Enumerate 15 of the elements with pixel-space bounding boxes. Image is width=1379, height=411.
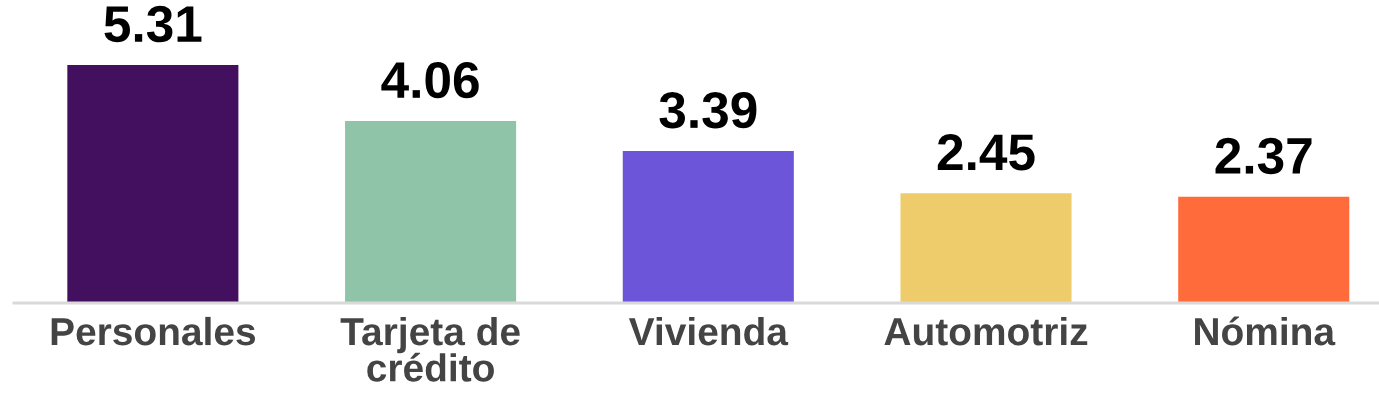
bar [1178,196,1350,303]
bar [67,64,239,303]
data-label: 4.06 [381,61,479,99]
bar [345,120,517,303]
x-tick-label: Tarjeta de crédito [340,316,520,382]
data-label: 2.45 [937,134,1035,171]
x-tick-label: Vivienda [628,316,789,346]
data-label: 3.39 [659,91,757,129]
x-tick-label: Nómina [1195,316,1336,346]
data-label: 5.31 [104,5,202,43]
bar [900,193,1072,303]
x-tick-label: Personales [51,316,256,346]
data-label: 2.37 [1215,137,1312,175]
x-tick-label: Automotriz [884,316,1088,346]
bar [622,151,794,303]
